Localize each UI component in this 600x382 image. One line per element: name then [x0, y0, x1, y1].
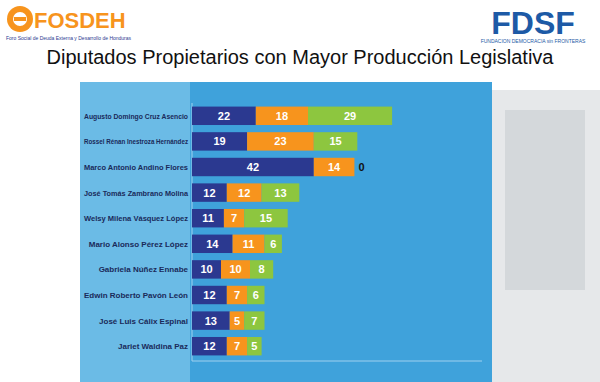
data-label: 11: [243, 238, 255, 250]
bar-segment: [221, 260, 250, 278]
bar-segment: [250, 260, 273, 278]
logo-right-subtext: FUNDACION DEMOCRACIA sin FRONTERAS: [481, 38, 586, 44]
x-axis-line: [192, 361, 482, 362]
category-label: Rossel Rénan Inestroza Hernández: [84, 137, 188, 146]
data-label: 18: [276, 110, 288, 122]
data-label: 11: [202, 212, 214, 224]
data-label: 13: [205, 315, 217, 327]
category-label: Marco Antonio Andino Flores: [84, 163, 189, 172]
data-label: 13: [274, 187, 286, 199]
category-label: Mario Alonso Pérez López: [89, 240, 188, 249]
bar-segment: [227, 183, 262, 201]
bar-segment: [192, 337, 227, 355]
data-label: 10: [229, 263, 241, 275]
header: FOSDEH Foro Social de Deuda Externa y Des…: [6, 5, 586, 44]
data-label: 6: [253, 289, 259, 301]
bar-segment: [192, 209, 224, 227]
data-label: 22: [218, 110, 230, 122]
bars: [192, 107, 392, 356]
data-label: 19: [213, 135, 225, 147]
category-label: José Luis Cálix Espinal: [99, 317, 188, 326]
bar-segment: [244, 311, 264, 329]
bar-segment: [192, 132, 247, 150]
data-label: 0: [358, 161, 364, 173]
bar-segment: [192, 260, 221, 278]
logo-icon-inner: [13, 12, 27, 26]
logo-right-text: FDSF: [491, 5, 575, 41]
category-label: José Tomás Zambrano Molina: [84, 189, 188, 198]
bar-segment: [227, 337, 247, 355]
data-label: 14: [328, 161, 341, 173]
data-label: 12: [238, 187, 250, 199]
data-label: 23: [274, 135, 286, 147]
logo-icon: [7, 6, 33, 32]
bar-segment: [247, 337, 262, 355]
category-label: Augusto Domingo Cruz Asencio: [84, 112, 188, 121]
bar-segment: [247, 132, 314, 150]
bar-segment: [354, 158, 355, 176]
data-label: 12: [203, 340, 215, 352]
category-label: Edwin Roberto Pavón León: [84, 291, 188, 300]
data-label: 12: [203, 289, 215, 301]
logo-left-subtext: Foro Social de Deuda Externa y Desarroll…: [6, 35, 132, 41]
bar-segment: [308, 107, 392, 125]
bar-segment: [247, 286, 264, 304]
data-label: 7: [231, 212, 237, 224]
bar-segment: [192, 107, 256, 125]
decor-building: [490, 90, 600, 382]
data-label: 6: [270, 238, 276, 250]
data-labels: 22 18 29 19 23 15 42 14 0 12 12 13 11 7 15 14 11 6 10 10 8 12…: [200, 110, 364, 352]
category-label: Gabriela Núñez Ennabe: [99, 265, 189, 274]
logo-icon-hand: [14, 17, 26, 21]
bar-segment: [244, 209, 288, 227]
bar-segment: [192, 183, 227, 201]
bar-segment: [192, 311, 230, 329]
bar-segment: [192, 158, 314, 176]
bar-segment: [192, 235, 233, 253]
bar-segment: [192, 286, 227, 304]
data-label: 10: [200, 263, 212, 275]
data-label: 15: [329, 135, 341, 147]
bar-segment: [265, 235, 282, 253]
chart-svg: FOSDEH Foro Social de Deuda Externa y Des…: [0, 0, 600, 382]
data-label: 14: [206, 238, 219, 250]
chart-root: FOSDEH Foro Social de Deuda Externa y Des…: [0, 0, 600, 382]
bar-segment: [314, 158, 355, 176]
background: [0, 0, 600, 382]
logo-left-text: FOSDEH: [34, 8, 126, 33]
bar-segment: [233, 235, 265, 253]
bar-segment: [224, 209, 244, 227]
bar-segment: [230, 311, 245, 329]
bar-segment: [314, 132, 358, 150]
data-label: 12: [203, 187, 215, 199]
bar-segment: [256, 107, 308, 125]
data-label: 5: [234, 315, 240, 327]
data-label: 5: [251, 340, 257, 352]
data-label: 8: [259, 263, 265, 275]
category-label: Jariet Waldina Paz: [118, 342, 188, 351]
chart-title: Diputados Propietarios con Mayor Producc…: [47, 46, 555, 68]
chart-panel: [80, 82, 492, 382]
data-label: 29: [344, 110, 356, 122]
data-label: 7: [251, 315, 257, 327]
category-label: Welsy Milena Vásquez López: [84, 214, 188, 223]
bar-segment: [227, 286, 247, 304]
data-label: 42: [247, 161, 259, 173]
data-label: 7: [234, 340, 240, 352]
decor-building-block: [505, 110, 585, 290]
data-label: 15: [260, 212, 272, 224]
label-panel: [80, 82, 190, 382]
data-label: 7: [234, 289, 240, 301]
bar-segment: [262, 183, 300, 201]
